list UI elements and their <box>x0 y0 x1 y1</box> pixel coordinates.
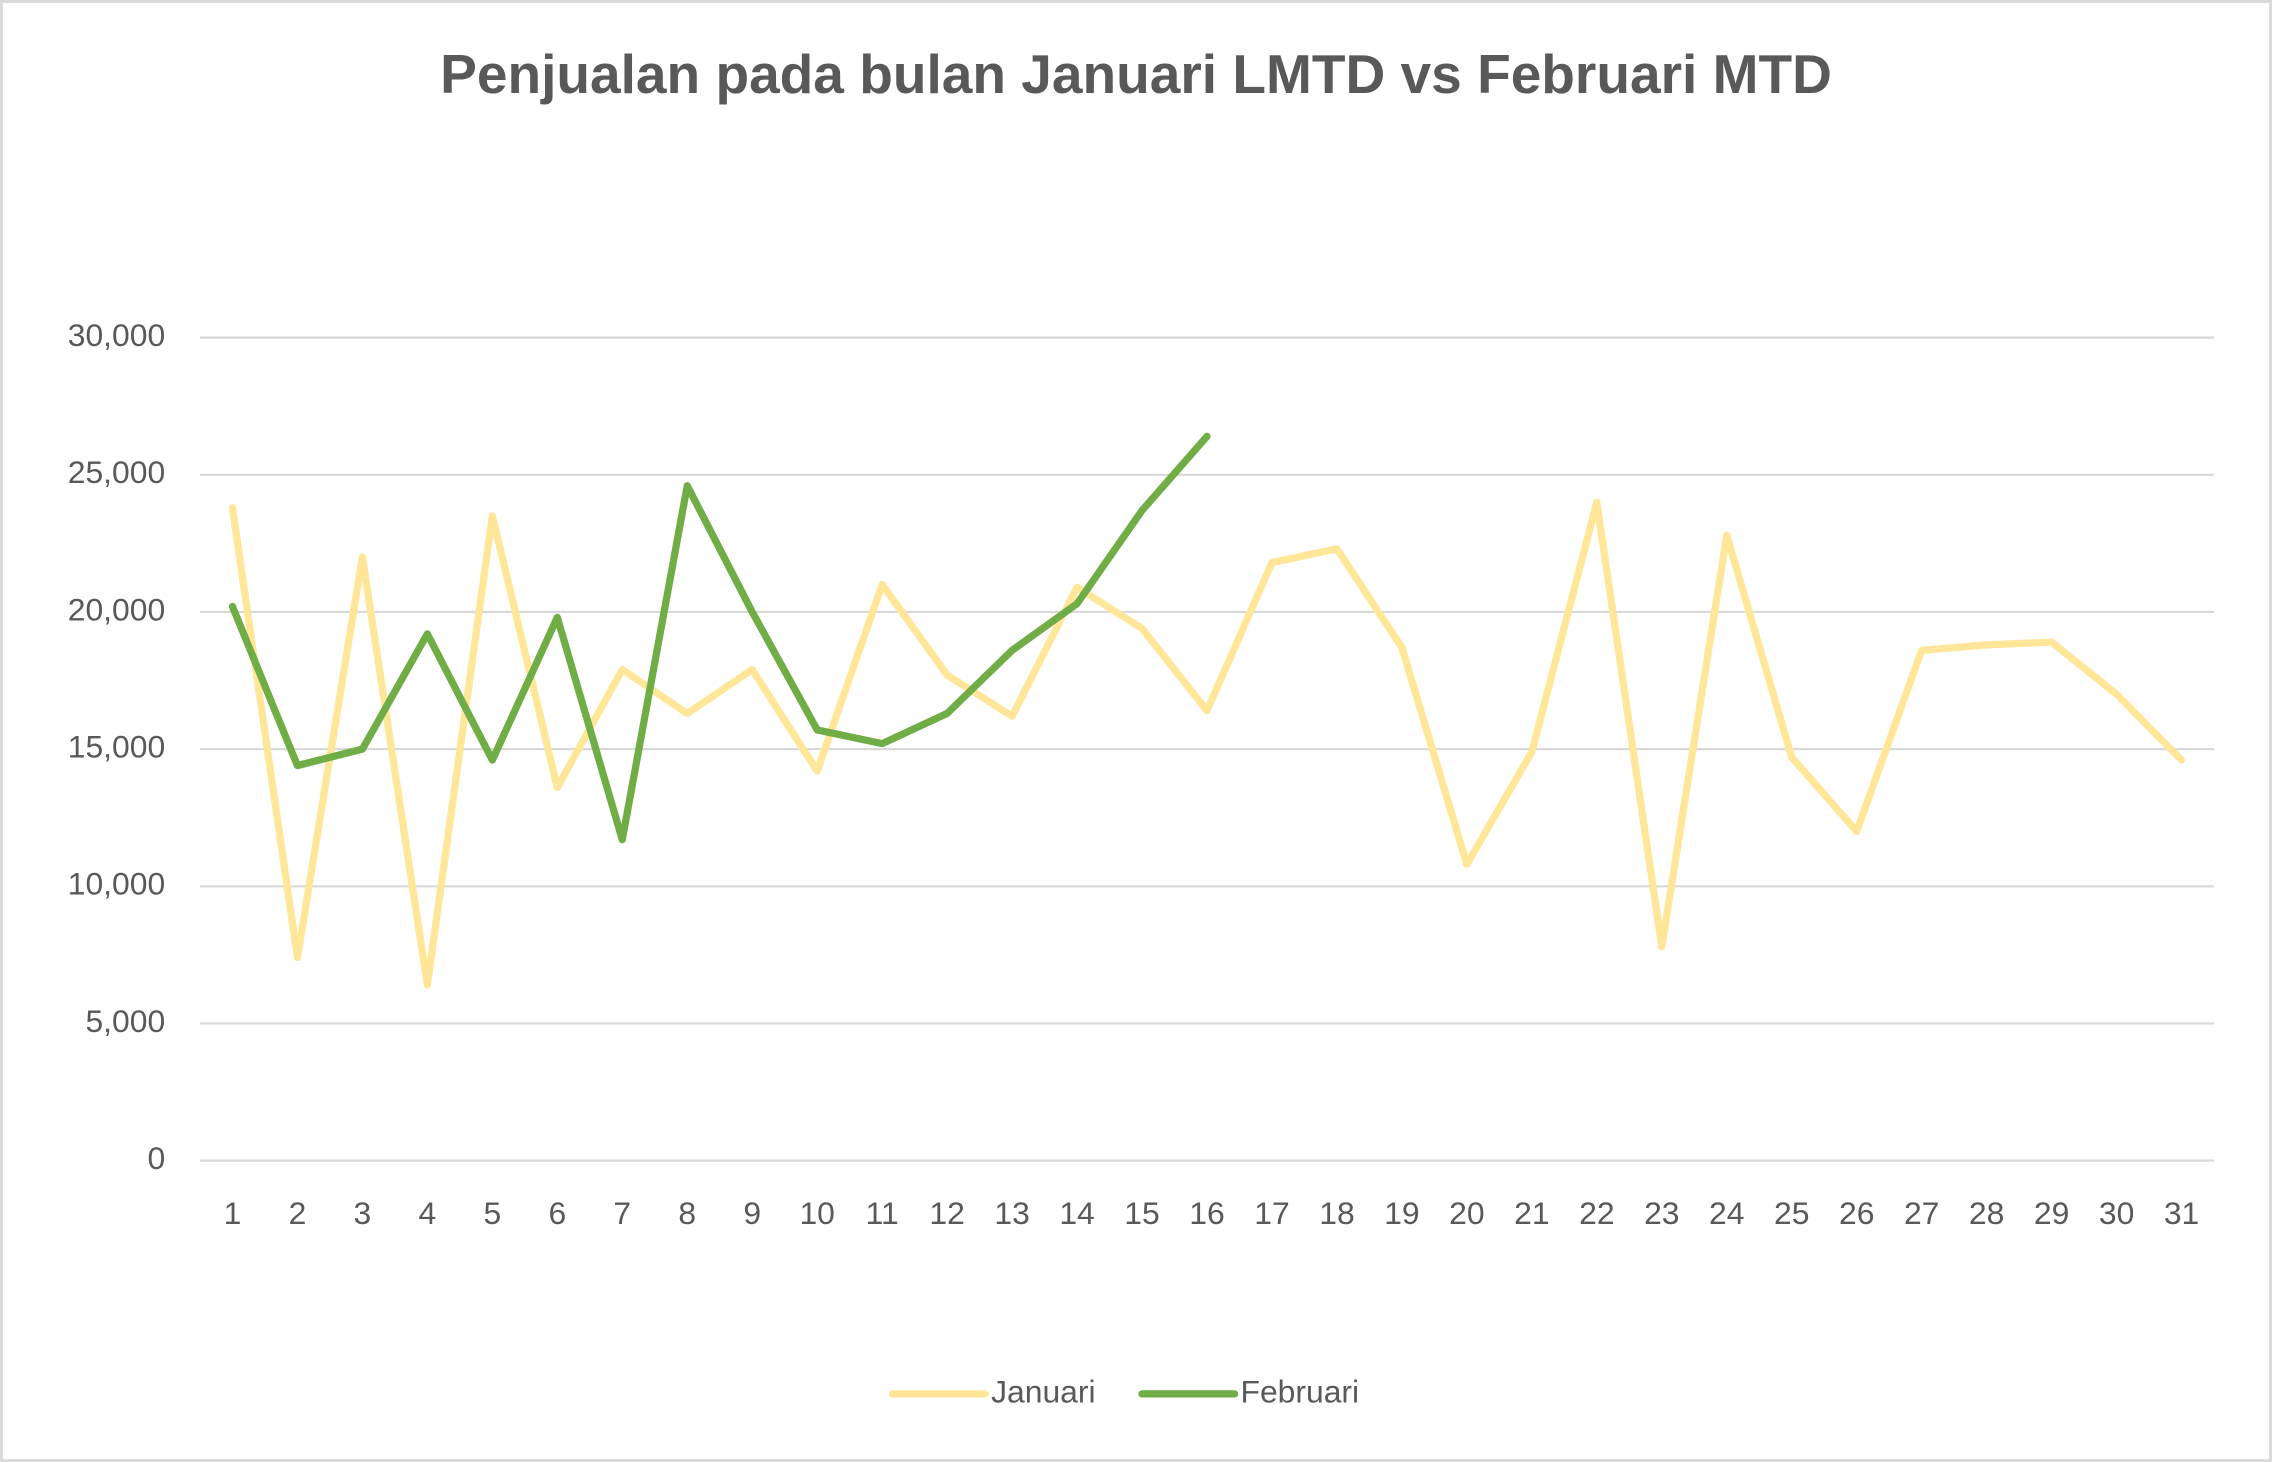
x-tick-label: 8 <box>678 1195 696 1231</box>
x-tick-label: 6 <box>548 1195 566 1231</box>
series-line <box>228 498 2186 989</box>
x-tick-label: 10 <box>799 1195 834 1231</box>
x-tick-label: 9 <box>743 1195 761 1231</box>
x-tick-label: 22 <box>1579 1195 1614 1231</box>
y-tick-label: 10,000 <box>68 866 165 902</box>
y-tick-label: 15,000 <box>68 729 165 765</box>
y-tick-label: 20,000 <box>68 591 165 627</box>
x-tick-label: 11 <box>866 1195 899 1231</box>
x-tick-label: 4 <box>419 1195 437 1231</box>
x-tick-label: 2 <box>289 1195 307 1231</box>
x-tick-label: 29 <box>2034 1195 2069 1231</box>
legend-label: Februari <box>1241 1373 1360 1409</box>
x-tick-label: 21 <box>1514 1195 1549 1231</box>
x-tick-label: 28 <box>1969 1195 2004 1231</box>
x-tick-label: 30 <box>2099 1195 2134 1231</box>
x-tick-label: 31 <box>2164 1195 2199 1231</box>
legend-label: Januari <box>991 1373 1095 1409</box>
y-tick-label: 0 <box>147 1140 165 1176</box>
x-tick-label: 13 <box>994 1195 1029 1231</box>
x-tick-label: 7 <box>613 1195 631 1231</box>
y-tick-label: 25,000 <box>68 454 165 490</box>
x-tick-label: 5 <box>483 1195 501 1231</box>
x-tick-label: 26 <box>1839 1195 1874 1231</box>
x-tick-label: 12 <box>929 1195 964 1231</box>
series-line <box>228 432 1211 844</box>
x-tick-label: 19 <box>1384 1195 1419 1231</box>
x-tick-label: 27 <box>1904 1195 1939 1231</box>
x-tick-label: 17 <box>1254 1195 1289 1231</box>
x-tick-label: 20 <box>1449 1195 1484 1231</box>
x-tick-label: 15 <box>1124 1195 1159 1231</box>
x-tick-label: 24 <box>1709 1195 1744 1231</box>
x-tick-label: 3 <box>354 1195 372 1231</box>
x-tick-label: 18 <box>1319 1195 1354 1231</box>
y-tick-label: 30,000 <box>68 317 165 353</box>
x-tick-label: 16 <box>1189 1195 1224 1231</box>
x-tick-label: 25 <box>1774 1195 1809 1231</box>
x-tick-label: 1 <box>224 1195 242 1231</box>
y-tick-label: 5,000 <box>85 1003 165 1039</box>
chart-title: Penjualan pada bulan Januari LMTD vs Feb… <box>440 43 1832 105</box>
x-tick-label: 23 <box>1644 1195 1679 1231</box>
x-tick-label: 14 <box>1059 1195 1094 1231</box>
